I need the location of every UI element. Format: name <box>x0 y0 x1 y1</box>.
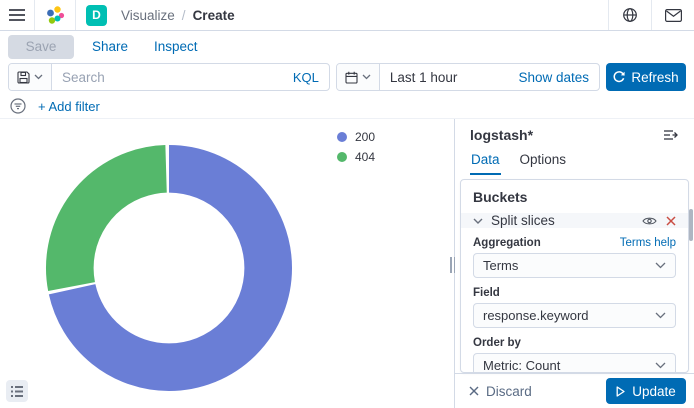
newsfeed-mail-icon[interactable] <box>652 0 694 30</box>
panel-resizer-handle[interactable] <box>450 257 455 273</box>
eye-visibility-icon[interactable] <box>642 216 657 226</box>
chevron-down-icon <box>655 262 666 269</box>
donut-chart[interactable] <box>45 144 293 392</box>
save-floppy-icon <box>17 70 30 84</box>
nav-divider <box>651 0 652 30</box>
sidebar-header: logstash* <box>455 119 694 145</box>
pie-slice-200 <box>45 144 293 392</box>
show-dates-button[interactable]: Show dates <box>508 70 599 85</box>
field-field-block: Field response.keyword <box>461 278 688 328</box>
buckets-heading: Buckets <box>473 189 528 205</box>
filter-circle-icon[interactable] <box>10 98 26 114</box>
chart-legend: 200 404 <box>337 127 375 167</box>
chevron-down-icon <box>362 74 371 80</box>
space-avatar[interactable]: D <box>86 4 107 26</box>
breadcrumb: Visualize / Create <box>121 8 235 23</box>
query-bar: KQL Last 1 hour Show dates <box>0 62 694 94</box>
query-language-toggle[interactable]: KQL <box>292 69 319 85</box>
update-button[interactable]: Update <box>606 378 686 404</box>
index-pattern-title: logstash* <box>470 127 534 143</box>
breadcrumb-visualize[interactable]: Visualize <box>121 7 175 23</box>
chevron-down-icon <box>655 362 666 369</box>
legend-item[interactable]: 404 <box>337 147 375 167</box>
legend-item[interactable]: 200 <box>337 127 375 147</box>
nav-divider <box>75 0 76 30</box>
aggregation-field-block: Aggregation Terms help Terms <box>461 228 688 278</box>
sidebar-tabs: Data Options <box>455 145 694 175</box>
aggregation-label: Aggregation <box>473 237 541 249</box>
legend-toggle-button[interactable] <box>6 380 28 402</box>
remove-bucket-close-icon[interactable] <box>666 215 676 226</box>
save-button[interactable]: Save <box>8 34 74 59</box>
share-button[interactable]: Share <box>84 39 136 54</box>
refresh-button[interactable]: Refresh <box>606 63 686 91</box>
inspect-button[interactable]: Inspect <box>146 39 206 54</box>
vis-editor-toolbar: Save Share Inspect <box>0 31 694 62</box>
date-quick-select-button[interactable] <box>336 64 380 90</box>
terms-help-link[interactable]: Terms help <box>619 237 676 249</box>
chevron-down-icon <box>655 312 666 319</box>
breadcrumb-create: Create <box>192 7 235 23</box>
chevron-down-icon <box>34 74 43 80</box>
aggregation-select[interactable]: Terms <box>473 253 676 278</box>
legend-dot-200 <box>337 132 347 142</box>
order-by-select[interactable]: Metric: Count <box>473 353 676 372</box>
panel-scrollbar[interactable] <box>689 209 693 241</box>
buckets-card: Buckets Split slices <box>460 179 689 373</box>
field-label: Field <box>473 287 500 299</box>
legend-label: 404 <box>355 150 376 164</box>
time-range-value[interactable]: Last 1 hour <box>389 69 458 85</box>
search-input[interactable] <box>52 69 283 85</box>
filter-bar: + Add filter <box>0 94 694 119</box>
collapse-panel-icon[interactable] <box>662 127 680 143</box>
order-by-label: Order by <box>473 337 521 349</box>
legend-dot-404 <box>337 152 347 162</box>
split-slices-accordion[interactable]: Split slices <box>461 213 688 228</box>
breadcrumb-separator: / <box>181 7 186 23</box>
refresh-icon <box>613 71 625 83</box>
globe-icon[interactable] <box>609 0 651 30</box>
play-icon <box>616 385 625 397</box>
tab-options[interactable]: Options <box>519 147 568 175</box>
main-content: 200 404 logstash* <box>0 119 694 408</box>
search-input-group: KQL <box>8 63 330 91</box>
nav-divider <box>34 0 35 30</box>
visualization-chart-area: 200 404 <box>0 119 455 408</box>
close-x-icon <box>469 386 479 396</box>
menu-hamburger-icon[interactable] <box>0 0 34 30</box>
date-picker-group: Last 1 hour Show dates <box>335 63 600 91</box>
chevron-down-icon <box>473 218 483 224</box>
top-navigation: D Visualize / Create <box>0 0 694 31</box>
order-by-field-block: Order by Metric: Count <box>461 328 688 372</box>
field-select[interactable]: response.keyword <box>473 303 676 328</box>
add-filter-button[interactable]: + Add filter <box>38 98 100 114</box>
legend-label: 200 <box>355 130 376 144</box>
vis-editor-sidebar: logstash* Data Options Buckets <box>455 119 694 408</box>
tab-data[interactable]: Data <box>470 147 501 175</box>
saved-query-menu-button[interactable] <box>9 64 52 90</box>
list-icon <box>11 385 23 397</box>
calendar-icon <box>345 71 358 84</box>
discard-button[interactable]: Discard <box>469 384 532 399</box>
nav-divider <box>608 0 609 30</box>
refresh-label: Refresh <box>631 69 679 85</box>
elastic-logo-icon[interactable] <box>35 5 75 26</box>
pie-slice-404 <box>45 144 293 392</box>
split-slices-label: Split slices <box>491 213 555 228</box>
sidebar-footer: Discard Update <box>455 373 694 408</box>
